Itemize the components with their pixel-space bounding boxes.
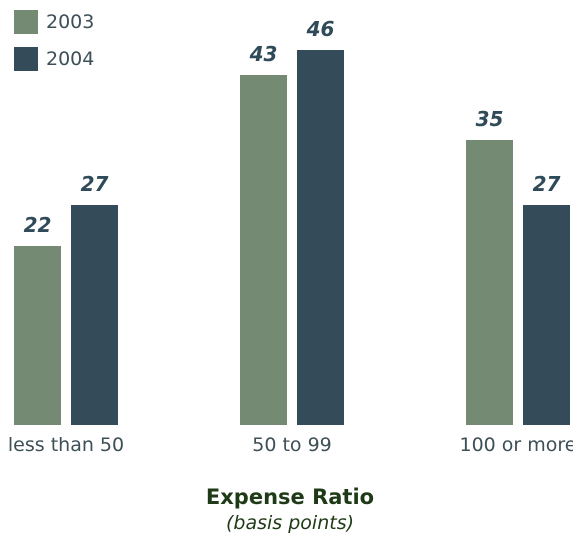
- value-label-2003-0: 22: [23, 212, 52, 237]
- bar-2004-2: [523, 204, 570, 425]
- value-label-2004-1: 46: [306, 17, 335, 42]
- bar-2003-1: [240, 74, 287, 425]
- bar-2004-1: [297, 50, 344, 425]
- category-label-0: less than 50: [7, 434, 125, 456]
- value-label-2004-2: 27: [532, 171, 561, 196]
- legend-swatch-2004: [14, 47, 38, 71]
- legend-item-2003: 2003: [14, 10, 94, 34]
- bar-2003-0: [14, 245, 61, 425]
- bar-2003-2: [466, 139, 513, 425]
- category-label-1: 50 to 99: [252, 434, 332, 456]
- value-label-2003-2: 35: [475, 106, 504, 131]
- legend-item-2004: 2004: [14, 47, 94, 71]
- bar-2004-0: [71, 204, 118, 425]
- x-axis-title: Expense Ratio: [205, 485, 375, 509]
- category-label-2: 100 or more: [459, 434, 573, 456]
- legend-label-2004: 2004: [46, 48, 95, 70]
- value-label-2004-0: 27: [80, 171, 109, 196]
- legend-label-2003: 2003: [46, 11, 95, 33]
- value-label-2003-1: 43: [249, 41, 278, 66]
- legend-swatch-2003: [14, 10, 38, 34]
- x-axis-subtitle: (basis points): [226, 512, 354, 534]
